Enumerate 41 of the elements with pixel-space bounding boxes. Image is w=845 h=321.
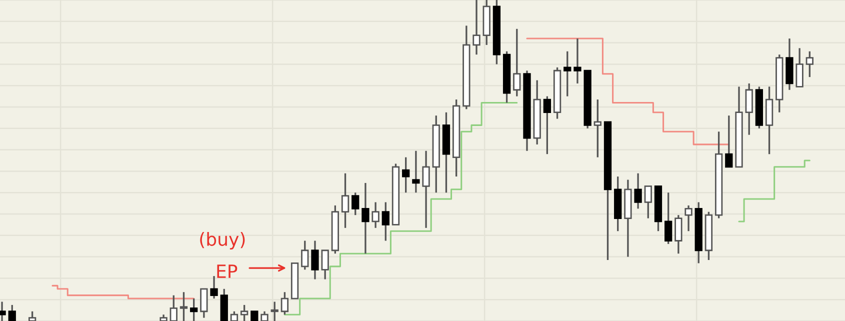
candlestick — [422, 150, 430, 229]
candlestick — [28, 310, 36, 321]
candlestick — [250, 310, 258, 321]
candlestick — [311, 240, 319, 280]
candlestick — [230, 310, 238, 321]
candlestick — [745, 82, 753, 136]
candlestick — [362, 182, 370, 254]
candlestick — [180, 291, 188, 321]
candlestick — [352, 192, 360, 216]
candlestick — [341, 172, 350, 229]
candlestick — [210, 275, 218, 300]
candlestick — [684, 204, 692, 232]
annotation: (buy) — [200, 232, 245, 250]
candlestick — [8, 304, 16, 321]
candlestick — [412, 150, 420, 194]
candlestick — [574, 38, 582, 84]
candlestick — [402, 156, 410, 194]
candlestick — [644, 185, 652, 220]
candlestick — [725, 114, 733, 168]
candlestick — [594, 98, 602, 158]
candlestick — [372, 201, 380, 229]
candlestick — [270, 300, 278, 321]
candlestick — [664, 192, 672, 245]
candlestick — [190, 298, 198, 321]
candlestick — [796, 47, 804, 88]
candlestick — [634, 172, 642, 210]
candlestick — [280, 291, 289, 316]
candlestick — [674, 214, 682, 254]
annotation: EP — [217, 264, 238, 278]
candlestick — [301, 240, 309, 270]
candlestick — [564, 50, 572, 98]
candlestick — [472, 0, 480, 56]
candlestick — [513, 28, 521, 98]
candlestick — [200, 288, 208, 319]
candlestick — [260, 310, 268, 321]
candlestick — [543, 95, 552, 155]
candlestick — [382, 201, 390, 242]
candlestick — [321, 250, 329, 280]
candlestick — [240, 304, 248, 321]
candlestick — [170, 294, 178, 321]
candlestick — [806, 50, 814, 78]
